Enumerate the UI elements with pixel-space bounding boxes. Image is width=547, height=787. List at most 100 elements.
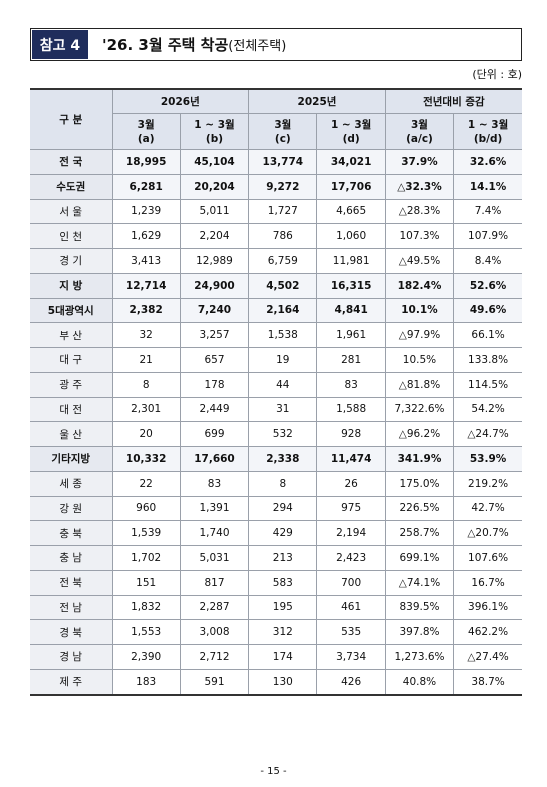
- cell: 535: [316, 619, 386, 645]
- cell: 26: [316, 470, 386, 497]
- sub-header: 1 ~ 3월 (b/d): [453, 113, 522, 150]
- cell: 107.3%: [384, 223, 455, 249]
- cell: 2,164: [248, 297, 318, 324]
- cell: 3,008: [179, 619, 250, 645]
- unit: (단위 : 호): [472, 68, 522, 81]
- table-row: 대 구 21 657 19 281 10.5% 133.8%: [30, 347, 522, 373]
- cell: 1,629: [111, 223, 181, 249]
- cell: 178: [179, 371, 250, 398]
- header-row: 구 분 2026년 2025년 전년대비 증감: [30, 88, 522, 150]
- cell: 42.7%: [453, 495, 522, 522]
- row-label: 지 방: [30, 272, 113, 299]
- row-label: 경 기: [30, 248, 113, 274]
- cell: 6,281: [111, 173, 181, 200]
- cell: 2,204: [179, 223, 250, 249]
- title: '26. 3월 주택 착공(전체주택): [102, 34, 286, 55]
- cell: 6,759: [248, 248, 318, 274]
- cell: 175.0%: [384, 470, 455, 497]
- table-row: 세 종 22 83 8 26 175.0% 219.2%: [30, 470, 522, 497]
- cell: 37.9%: [384, 149, 455, 175]
- cell: 40.8%: [384, 668, 455, 696]
- subtitle: (전체주택): [228, 39, 287, 54]
- cell: 461: [316, 594, 386, 621]
- cell: 1,553: [111, 619, 181, 645]
- row-label: 제 주: [30, 668, 113, 696]
- cell: △20.7%: [453, 520, 522, 546]
- header-box: 참고 4 '26. 3월 주택 착공(전체주택): [30, 28, 522, 61]
- cell: 12,714: [111, 272, 181, 299]
- cell: 14.1%: [453, 173, 522, 200]
- cell: 3,257: [179, 322, 250, 348]
- table-row: 경 남 2,390 2,712 174 3,734 1,273.6% △27.4%: [30, 644, 522, 670]
- cell: 195: [248, 594, 318, 621]
- table-row: 울 산 20 699 532 928 △96.2% △24.7%: [30, 421, 522, 447]
- cell: 20,204: [179, 173, 250, 200]
- table-row: 지 방 12,714 24,900 4,502 16,315 182.4% 52.6%: [30, 272, 522, 299]
- header-row: 3월 (a) 1 ~ 3월 (b) 3월 (c) 1 ~ 3월 (d) 3월 (a/c) 1 ~ 3…: [30, 113, 522, 150]
- row-label: 대 전: [30, 396, 113, 423]
- cell: 2,423: [316, 545, 386, 571]
- row-label: 세 종: [30, 470, 113, 497]
- table: 구 분 2026년 2025년 전년대비 증감 3월 (a) 1 ~ 3월 (b) 3월 (c) 1…: [30, 88, 522, 696]
- table-row: 경 기 3,413 12,989 6,759 11,981 △49.5% 8.4%: [30, 248, 522, 274]
- row-label: 인 천: [30, 223, 113, 249]
- cell: 426: [316, 668, 386, 696]
- cell: 17,660: [179, 446, 250, 472]
- cell: 7,240: [179, 297, 250, 324]
- cell: 2,338: [248, 446, 318, 472]
- cell: 839.5%: [384, 594, 455, 621]
- cell: 226.5%: [384, 495, 455, 522]
- cell: 21: [111, 347, 181, 373]
- row-label: 대 구: [30, 347, 113, 373]
- row-label: 충 북: [30, 520, 113, 546]
- cell: 2,712: [179, 644, 250, 670]
- page-number: - 15 -: [260, 766, 287, 777]
- cell: 8.4%: [453, 248, 522, 274]
- badge: 참고 4: [32, 30, 88, 59]
- cell: 591: [179, 668, 250, 696]
- cell: 1,239: [111, 198, 181, 225]
- cell: 11,981: [316, 248, 386, 274]
- row-label: 전 국: [30, 149, 113, 175]
- sub-header-code: (a/c): [406, 132, 433, 145]
- cell: 45,104: [179, 149, 250, 175]
- row-label: 울 산: [30, 421, 113, 447]
- cell: 583: [248, 569, 318, 596]
- sub-header-code: (b/d): [473, 132, 503, 145]
- table-row: 제 주 183 591 130 426 40.8% 38.7%: [30, 668, 522, 696]
- cell: 107.6%: [453, 545, 522, 571]
- row-label: 서 울: [30, 198, 113, 225]
- cell: 130: [248, 668, 318, 696]
- cell: 312: [248, 619, 318, 645]
- row-label: 기타지방: [30, 446, 113, 472]
- cell: △81.8%: [384, 371, 455, 398]
- sub-header-label: 1 ~ 3월: [194, 118, 235, 131]
- cell: 396.1%: [453, 594, 522, 621]
- table-row: 전 국 18,995 45,104 13,774 34,021 37.9% 32.6%: [30, 149, 522, 175]
- table-row: 전 북 151 817 583 700 △74.1% 16.7%: [30, 569, 522, 596]
- cell: 3,734: [316, 644, 386, 670]
- cell: 213: [248, 545, 318, 571]
- cell: 5,031: [179, 545, 250, 571]
- cell: 341.9%: [384, 446, 455, 472]
- cell: △27.4%: [453, 644, 522, 670]
- cell: 114.5%: [453, 371, 522, 398]
- cell: 24,900: [179, 272, 250, 299]
- cell: 66.1%: [453, 322, 522, 348]
- cell: 182.4%: [384, 272, 455, 299]
- sub-header: 3월 (a/c): [384, 113, 455, 150]
- cell: 786: [248, 223, 318, 249]
- row-label: 부 산: [30, 322, 113, 348]
- cell: 1,273.6%: [384, 644, 455, 670]
- sub-header-code: (a): [137, 132, 155, 145]
- table-row: 충 북 1,539 1,740 429 2,194 258.7% △20.7%: [30, 520, 522, 546]
- row-label: 5대광역시: [30, 297, 113, 324]
- cell: 258.7%: [384, 520, 455, 546]
- cell: 699: [179, 421, 250, 447]
- cell: 17,706: [316, 173, 386, 200]
- row-label: 충 남: [30, 545, 113, 571]
- row-label: 경 북: [30, 619, 113, 645]
- group-header: 전년대비 증감: [384, 88, 522, 114]
- sub-header-label: 3월: [274, 118, 292, 131]
- cell: 2,449: [179, 396, 250, 423]
